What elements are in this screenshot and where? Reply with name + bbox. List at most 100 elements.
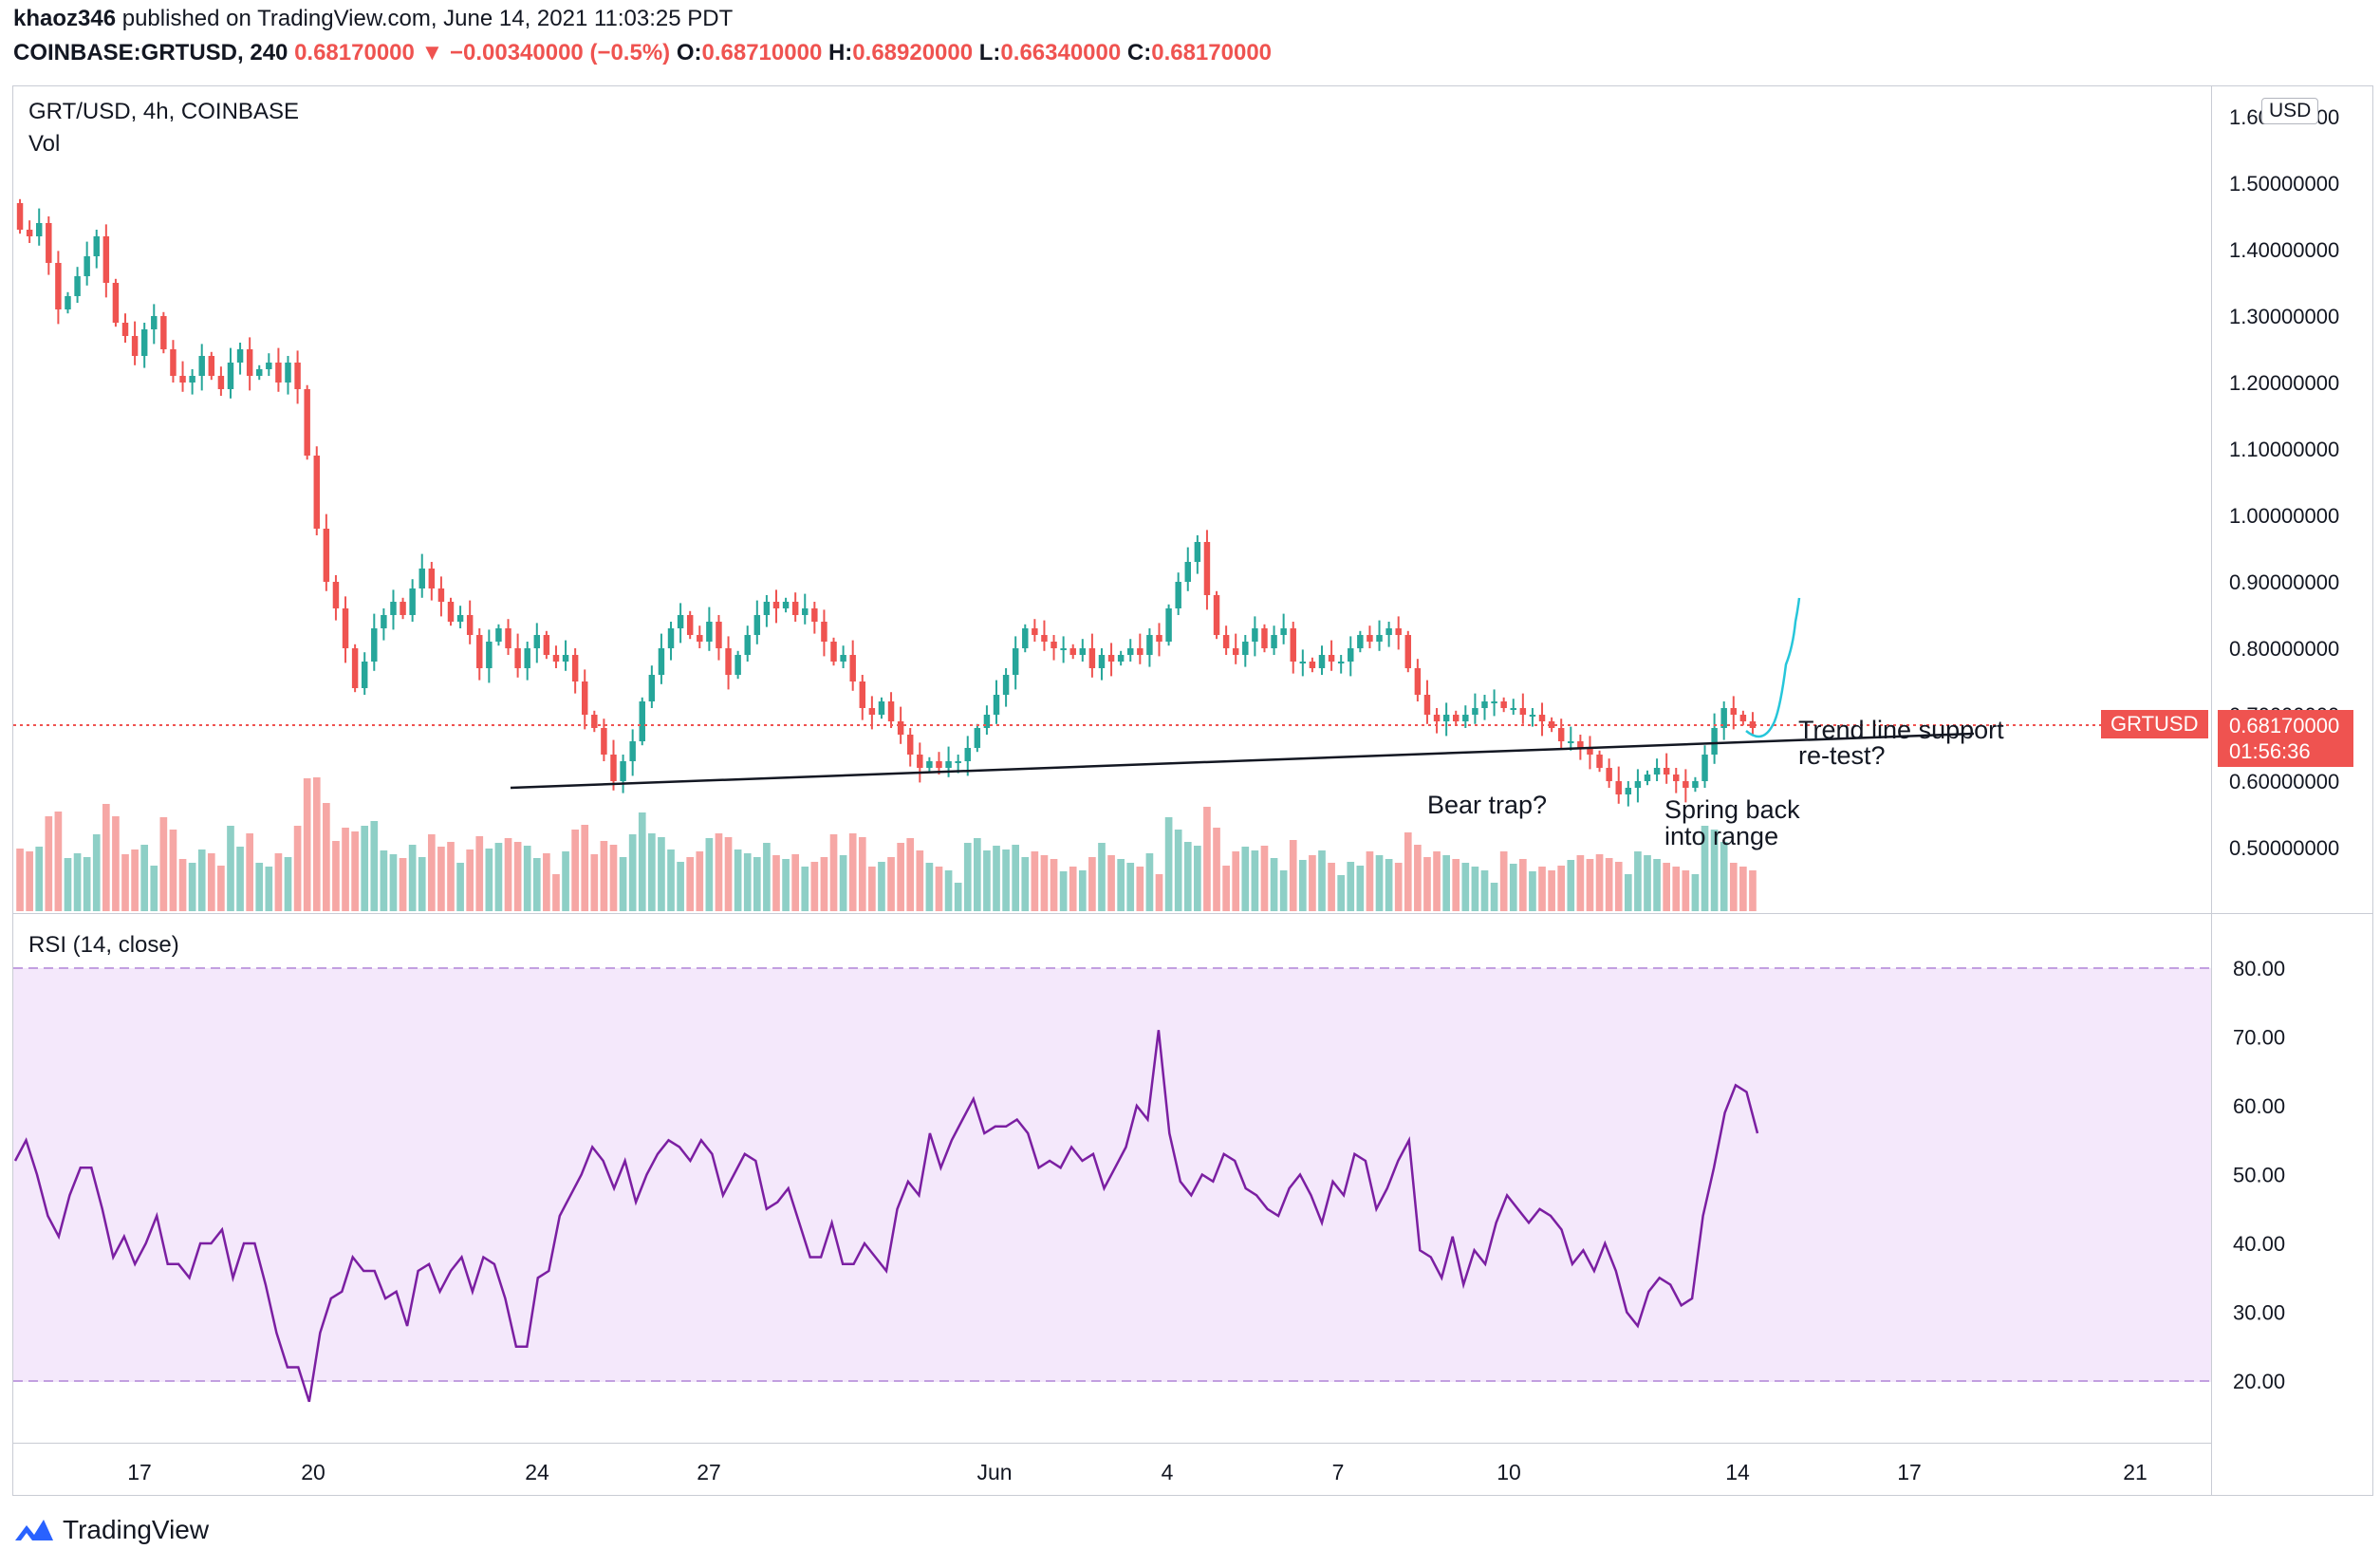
price-tick-label: 0.50000000 [2229,836,2339,860]
volume-bar [159,817,168,911]
candle-body [1137,648,1144,655]
author-name[interactable]: khaoz346 [13,6,117,31]
volume-bar [801,867,809,911]
volume-bar [1423,857,1431,911]
volume-bar [418,857,426,911]
pane-separator[interactable] [12,913,2373,914]
candle-body [1491,701,1497,703]
candle-body [1596,755,1603,768]
candle-body [1022,628,1029,648]
candle-body [55,263,62,309]
rsi-tick-label: 80.00 [2233,957,2285,980]
candle-body [456,615,464,622]
candle-body [418,569,425,588]
volume-bar [590,854,599,911]
volume-bar [782,859,790,911]
volume-bar [658,837,665,911]
volume-bar [370,821,379,911]
candle-body [601,728,607,755]
volume-bar [772,855,780,911]
symbol-legend[interactable]: GRT/USD, 4h, COINBASE [28,99,299,124]
volume-bar [954,883,962,911]
candle-body [763,602,771,615]
candle-body [505,628,511,648]
candle-body [121,323,129,336]
candle-body [1519,708,1527,715]
volume-bar [1720,842,1728,911]
volume-legend[interactable]: Vol [28,131,61,157]
volume-bar [532,858,541,911]
candle-body [495,628,502,642]
candle-body [974,728,981,748]
volume-bar [638,812,646,911]
annotation-bear-trap[interactable]: Bear trap? [1427,791,1548,819]
time-tick-label: 14 [1725,1460,1750,1484]
candle-body [1348,648,1354,662]
volume-bar [284,857,292,911]
candle-body [706,622,713,642]
candle-body [1032,628,1038,635]
candle-body [1156,635,1162,642]
annotation-spring-back-2[interactable]: into range [1664,822,1779,850]
time-axis-border [12,1443,2211,1444]
candle-body [1088,648,1096,668]
symbol-label: COINBASE:GRTUSD, 240 [13,40,288,65]
candle-body [1261,628,1268,648]
candle-body [821,622,827,642]
volume-bar [1260,846,1269,911]
volume-bar [1366,851,1374,911]
trend-line [510,732,1975,790]
currency-button[interactable]: USD [2261,98,2319,124]
rsi-tick-label: 60.00 [2233,1094,2285,1118]
candle-body [1069,648,1076,655]
volume-bar [332,841,340,911]
candle-body [1587,748,1593,755]
candle-body [217,376,225,389]
candle-body [256,369,263,376]
candle-body [1165,608,1172,642]
volume-bar [64,858,72,911]
volume-bar [1289,840,1297,911]
bar-countdown: 01:56:36 [2229,739,2311,763]
open-label: O: [676,40,702,65]
volume-bar [1614,862,1623,911]
candle-body [476,635,483,668]
candle-body [1079,648,1087,655]
annotation-spring-back-1[interactable]: Spring back [1664,795,1800,824]
candle-body [945,761,952,768]
volume-bar [1404,832,1412,911]
volume-bar [447,842,455,911]
candle-body [772,602,780,608]
candle-body [1203,542,1211,595]
candle-body [102,236,110,283]
candle-body [658,648,665,675]
tradingview-logo[interactable]: TradingView [13,1515,209,1545]
volume-bar [1050,859,1058,911]
candle-body [734,655,741,675]
volume-bar [293,826,302,911]
time-tick-label: 21 [2123,1460,2148,1484]
candle-body [1146,635,1153,655]
candle-body [428,569,436,588]
candle-body [170,349,177,376]
candle-body [179,376,186,383]
annotation-trend-line-1[interactable]: Trend line support [1798,716,2004,744]
volume-bar [35,847,44,911]
candle-body [1453,715,1460,721]
volume-bar [1174,830,1182,911]
volume-bar [858,837,866,911]
candle-body [1577,741,1584,748]
candle-body [620,761,626,781]
volume-bar [1499,851,1508,911]
candle-body [1692,781,1699,788]
volume-bar [1461,863,1470,911]
rsi-legend[interactable]: RSI (14, close) [28,932,179,958]
candle-body [840,655,846,662]
candle-body [1328,655,1335,662]
candle-body [686,615,694,635]
volume-bar [753,857,761,911]
annotation-trend-line-2[interactable]: re-test? [1798,741,1886,770]
volume-bar [456,863,464,911]
candle-body [1644,775,1651,781]
